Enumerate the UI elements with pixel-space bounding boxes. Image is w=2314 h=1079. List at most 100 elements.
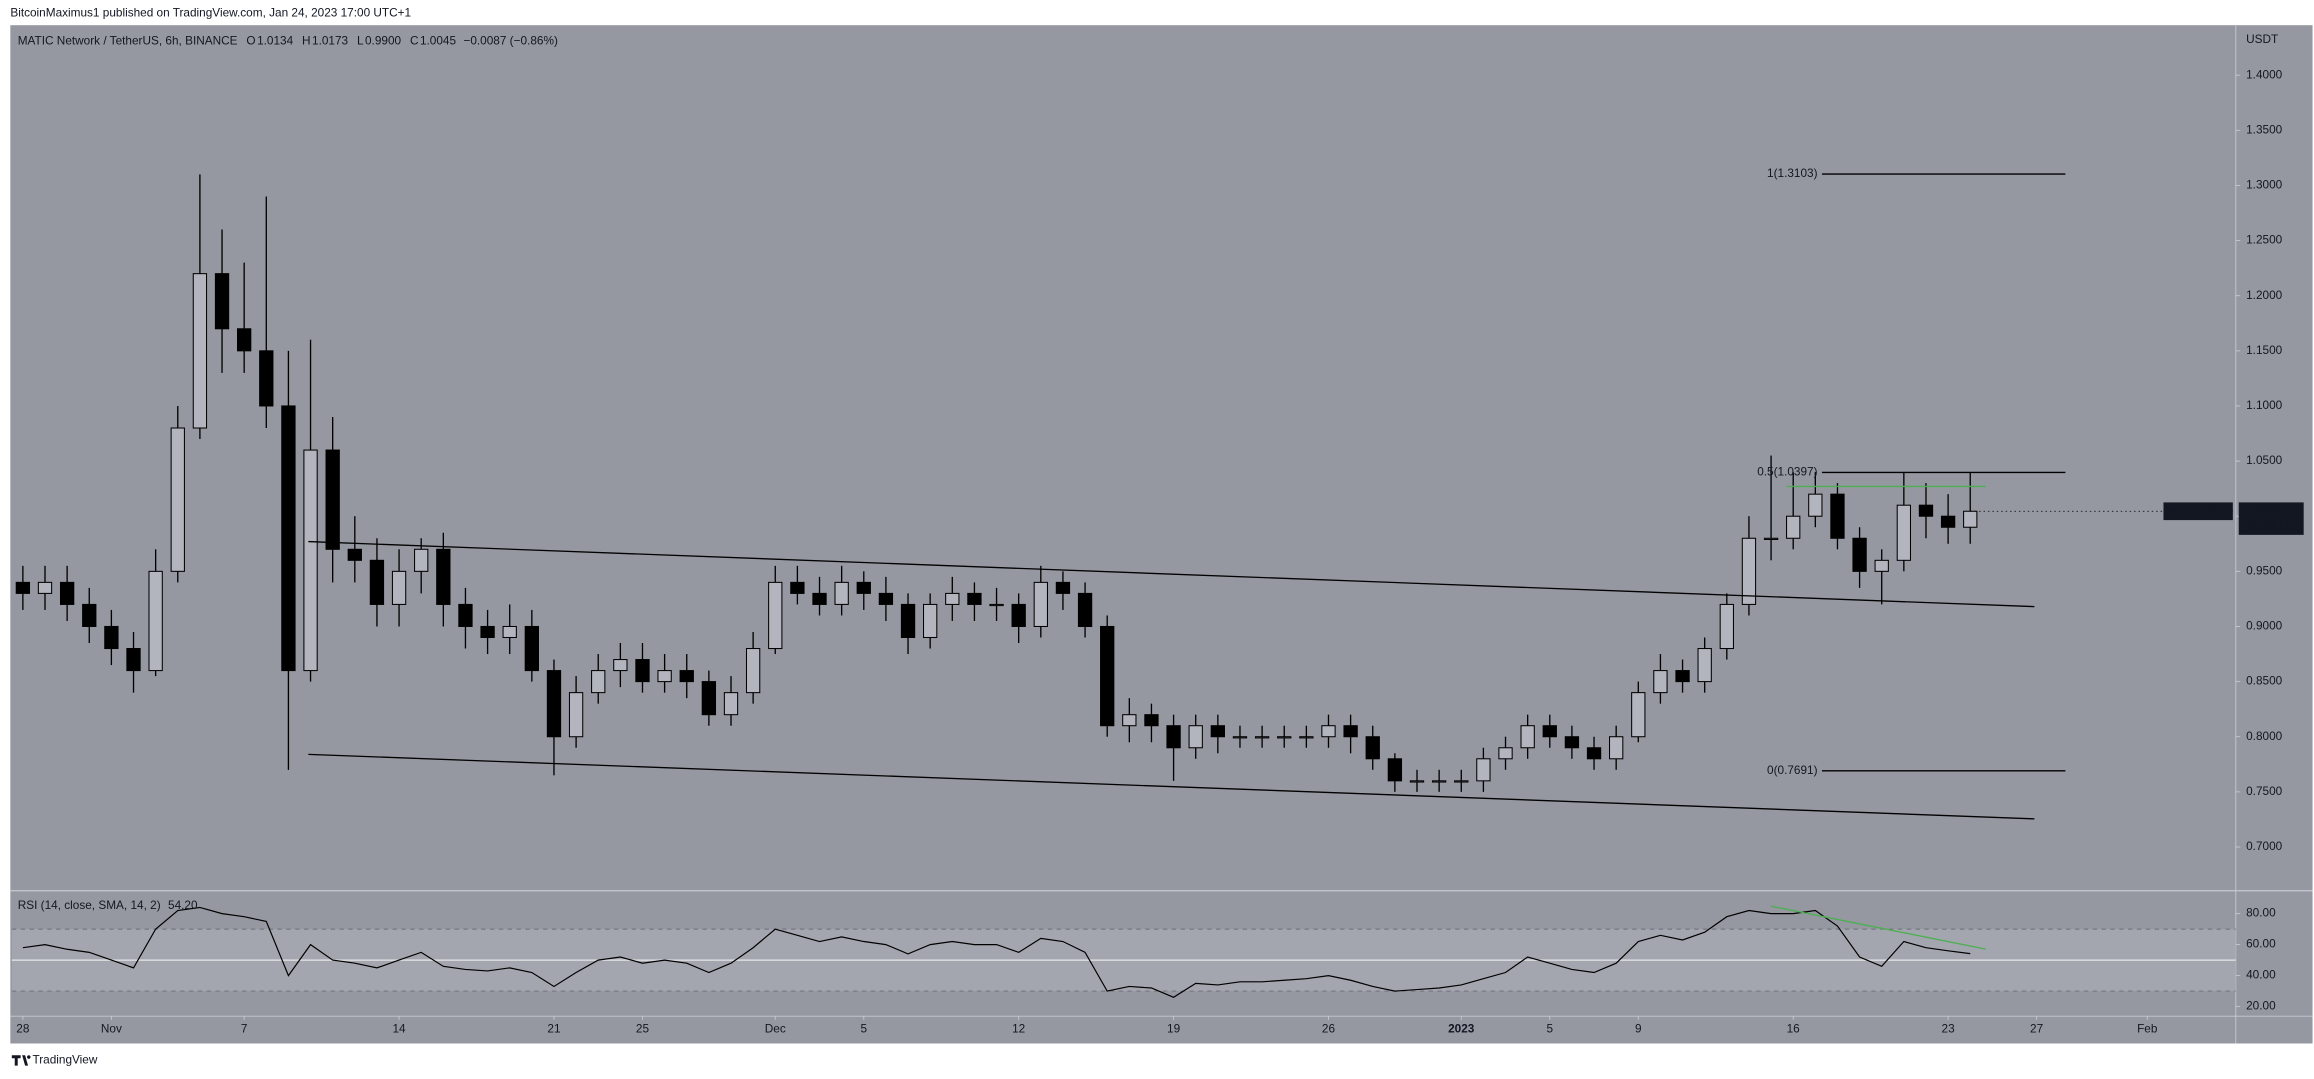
y-tick-label: 1.1000 (2246, 398, 2283, 412)
rsi-y-tick-label: 40.00 (2246, 968, 2276, 982)
symbol-tag-box (2163, 502, 2233, 521)
y-tick-label: 1.3000 (2246, 178, 2283, 192)
candle-body (1896, 504, 1912, 561)
candle-body (524, 625, 539, 672)
candle-body (1454, 780, 1469, 783)
candle-body (723, 692, 739, 716)
y-tick-label: 1.2000 (2246, 288, 2283, 302)
candle-body (1697, 648, 1712, 683)
quote-key: H (302, 34, 311, 48)
candle-body (502, 625, 517, 639)
candle-body (1343, 725, 1358, 738)
candle-body (1144, 714, 1159, 727)
candle-body (15, 581, 31, 594)
trendline (308, 540, 2035, 608)
candle-body (1166, 725, 1181, 749)
candle-body (856, 581, 871, 594)
candle-body (591, 670, 606, 694)
candle-body (900, 603, 916, 639)
candle-body (192, 273, 208, 429)
axis-unit: USDT (2246, 32, 2278, 46)
candle-body (679, 670, 694, 683)
candle-body (1786, 515, 1801, 539)
candle-body (923, 603, 938, 639)
published-note: BitcoinMaximus1 published on TradingView… (10, 5, 411, 19)
quote-value: 1.0173 (312, 34, 349, 48)
quote-value: 0.9900 (365, 34, 402, 48)
candle-body (126, 648, 141, 672)
candle-body (1586, 747, 1602, 760)
candle-body (82, 603, 97, 627)
price-tag-box (2238, 502, 2304, 535)
candle-body (1874, 559, 1889, 572)
symbol-name: MATIC Network / TetherUS, 6h, BINANCE (18, 34, 238, 48)
candle-body (1808, 493, 1823, 517)
x-tick-label: Dec (765, 1022, 786, 1036)
x-tick-label: 27 (2030, 1022, 2043, 1036)
candle-body (1675, 670, 1690, 683)
fib-label: 0(0.7691) (1767, 763, 1818, 777)
x-tick-label: 12 (1012, 1022, 1025, 1036)
fib-label: 0.5(1.0397) (1757, 465, 1817, 479)
candle-body (170, 427, 185, 572)
symbol-tag: MATICUSDT (2164, 503, 2233, 517)
candle-body (701, 681, 717, 716)
candle-body (1077, 592, 1093, 627)
x-tick-label: 19 (1167, 1022, 1180, 1036)
candle-body (989, 603, 1004, 607)
candle-body (1564, 736, 1580, 749)
candle-body (1631, 692, 1646, 738)
rsi-y-tick-label: 60.00 (2246, 937, 2276, 951)
y-tick-label: 0.9500 (2246, 563, 2283, 577)
candle-body (281, 405, 296, 672)
candle-body (1520, 725, 1535, 749)
price-tag: 1.0045 (2246, 503, 2283, 517)
candle-body (1321, 725, 1336, 738)
y-tick-label: 1.2500 (2246, 233, 2283, 247)
candle-body (613, 659, 628, 672)
candle-body (391, 570, 407, 605)
x-tick-label: 7 (241, 1022, 248, 1036)
y-tick-label: 0.7500 (2246, 784, 2283, 798)
candle-body (1100, 625, 1115, 727)
candle-body (546, 670, 562, 738)
candle-body (104, 625, 119, 650)
countdown: 01:59:10 (2246, 518, 2292, 532)
footer-brand: TradingView (32, 1053, 97, 1067)
candle-body (458, 603, 473, 627)
candle-body (1542, 725, 1557, 738)
candle-body (59, 581, 75, 605)
quote-key: O (246, 34, 255, 48)
rsi-name: RSI (14, close, SMA, 14, 2) (18, 898, 161, 912)
x-tick-label: 2023 (1448, 1022, 1475, 1036)
symbol-legend: MATIC Network / TetherUS, 6h, BINANCE O1.… (18, 34, 558, 48)
candle-body (1254, 736, 1270, 739)
x-tick-label: 21 (547, 1022, 560, 1036)
candle-body (945, 592, 960, 605)
candle-body (436, 548, 451, 605)
candle-body (1431, 780, 1447, 783)
candle-body (303, 449, 318, 672)
candle-body (259, 350, 274, 407)
x-tick-label: 9 (1635, 1022, 1642, 1036)
trendline (1770, 905, 1986, 950)
quote-value: 1.0134 (257, 34, 294, 48)
candle-body (768, 581, 783, 650)
quote-key: L (357, 34, 364, 48)
candle-body (1277, 736, 1292, 739)
candle-body (1011, 603, 1026, 627)
candle-body (834, 581, 849, 605)
candle-body (1033, 581, 1048, 627)
candle-body (1741, 537, 1757, 605)
y-tick-label: 1.4000 (2246, 67, 2283, 81)
footer-logo (11, 1055, 31, 1066)
candle-body (1122, 714, 1137, 727)
candle-body (1653, 670, 1668, 694)
rsi-y-tick-label: 20.00 (2246, 999, 2276, 1013)
x-tick-label: 26 (1322, 1022, 1336, 1036)
candle-body (1763, 537, 1779, 540)
x-tick-label: 28 (16, 1022, 30, 1036)
candle-body (878, 592, 894, 605)
candle-body (635, 659, 650, 683)
